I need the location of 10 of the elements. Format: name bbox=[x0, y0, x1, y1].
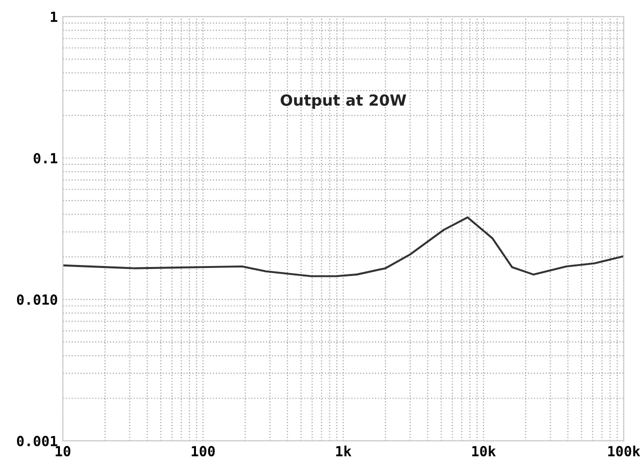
y-tick-label: 0.010 bbox=[16, 294, 58, 305]
x-tick-label: 100 bbox=[192, 446, 215, 456]
x-tick-label: 10k bbox=[472, 446, 496, 456]
annotation: Output at 20W bbox=[280, 94, 406, 109]
x-tick-label: 10 bbox=[56, 446, 70, 456]
y-tick-label: 0.1 bbox=[34, 152, 58, 164]
y-tick-label: 0.001 bbox=[16, 436, 58, 446]
x-tick-label: 1k bbox=[336, 446, 352, 456]
x-tick-label: 100k bbox=[608, 446, 640, 456]
y-tick-label: 1 bbox=[50, 12, 58, 22]
